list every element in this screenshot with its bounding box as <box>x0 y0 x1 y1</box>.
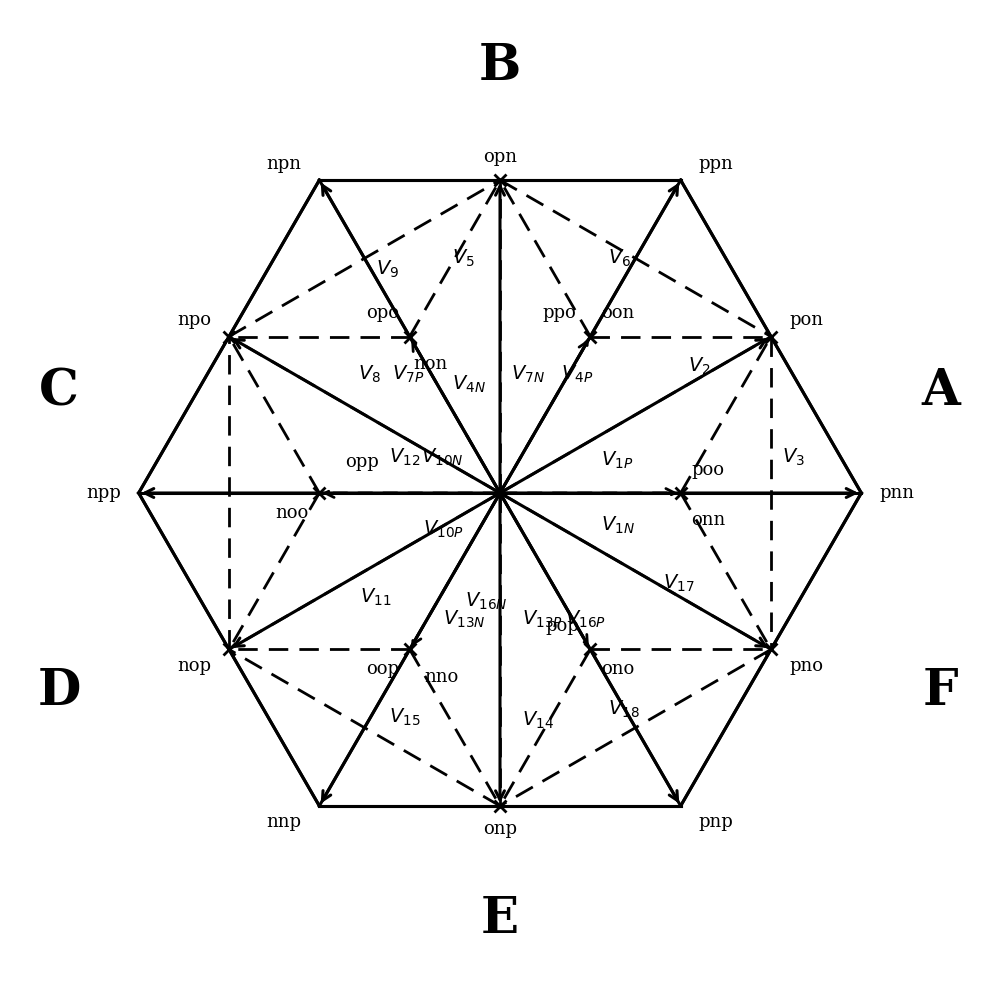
Text: $\it{V}_{7P}$: $\it{V}_{7P}$ <box>392 363 424 385</box>
Text: npo: npo <box>177 312 211 329</box>
Text: oon: oon <box>601 304 634 322</box>
Text: ppo: ppo <box>542 304 576 322</box>
Text: onp: onp <box>483 820 517 838</box>
Text: B: B <box>479 42 521 91</box>
Text: $\it{V}_{16P}$: $\it{V}_{16P}$ <box>565 608 606 630</box>
Text: pon: pon <box>789 312 823 329</box>
Text: $\it{V}_{3}$: $\it{V}_{3}$ <box>782 447 805 467</box>
Text: non: non <box>413 355 448 373</box>
Text: $\it{V}_{1N}$: $\it{V}_{1N}$ <box>601 515 635 536</box>
Text: $\it{V}_{5}$: $\it{V}_{5}$ <box>452 247 475 269</box>
Text: $\it{V}_{4P}$: $\it{V}_{4P}$ <box>561 363 594 385</box>
Text: onn: onn <box>691 511 726 529</box>
Text: C: C <box>39 368 79 416</box>
Text: $\it{V}_{17}$: $\it{V}_{17}$ <box>663 573 694 594</box>
Text: opn: opn <box>483 148 517 166</box>
Text: $\it{V}_{10P}$: $\it{V}_{10P}$ <box>423 519 464 539</box>
Text: opo: opo <box>366 304 399 322</box>
Text: oop: oop <box>366 661 399 678</box>
Text: nnp: nnp <box>266 813 301 831</box>
Text: E: E <box>481 895 519 944</box>
Text: npp: npp <box>86 484 121 502</box>
Text: nop: nop <box>177 657 211 674</box>
Text: $\it{V}_{2}$: $\it{V}_{2}$ <box>688 356 710 378</box>
Text: noo: noo <box>275 504 309 522</box>
Text: D: D <box>38 668 81 716</box>
Text: $\it{V}_{10N}$: $\it{V}_{10N}$ <box>421 447 464 467</box>
Text: pnn: pnn <box>879 484 914 502</box>
Text: poo: poo <box>691 460 724 478</box>
Text: pnp: pnp <box>699 813 733 831</box>
Text: $\it{V}_{6}$: $\it{V}_{6}$ <box>608 247 632 269</box>
Text: opp: opp <box>345 454 378 471</box>
Text: nno: nno <box>424 668 458 685</box>
Text: $\it{V}_{13P}$: $\it{V}_{13P}$ <box>522 608 563 630</box>
Text: ono: ono <box>601 661 634 678</box>
Text: $\it{V}_{11}$: $\it{V}_{11}$ <box>360 587 392 608</box>
Text: $\it{V}_{12}$: $\it{V}_{12}$ <box>389 447 421 467</box>
Text: $\it{V}_{15}$: $\it{V}_{15}$ <box>389 706 421 728</box>
Text: npn: npn <box>266 155 301 173</box>
Text: $\it{V}_{8}$: $\it{V}_{8}$ <box>358 363 381 385</box>
Text: pno: pno <box>789 657 823 674</box>
Text: $\it{V}_{14}$: $\it{V}_{14}$ <box>522 710 554 732</box>
Text: $\it{V}_{7N}$: $\it{V}_{7N}$ <box>511 363 545 385</box>
Text: $\it{V}_{18}$: $\it{V}_{18}$ <box>608 699 640 721</box>
Text: $\it{V}_{1P}$: $\it{V}_{1P}$ <box>601 450 633 471</box>
Text: $\it{V}_{13N}$: $\it{V}_{13N}$ <box>443 608 486 630</box>
Text: A: A <box>921 368 960 416</box>
Text: F: F <box>923 668 959 716</box>
Text: pop: pop <box>546 617 579 635</box>
Text: $\it{V}_{16N}$: $\it{V}_{16N}$ <box>465 591 507 612</box>
Text: ppn: ppn <box>699 155 733 173</box>
Text: $\it{V}_{9}$: $\it{V}_{9}$ <box>376 258 399 280</box>
Text: $\it{V}_{4N}$: $\it{V}_{4N}$ <box>452 374 486 395</box>
